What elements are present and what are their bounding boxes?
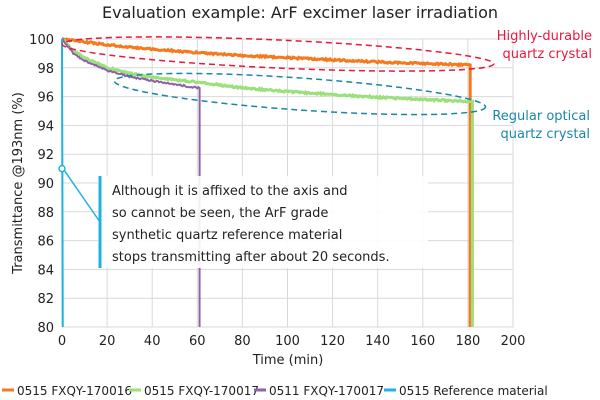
x-tick-label: 180 <box>455 334 480 349</box>
x-tick-label: 120 <box>320 334 345 349</box>
x-tick-label: 160 <box>410 334 435 349</box>
y-tick-label: 94 <box>37 119 54 134</box>
legend-label: 0511 FXQY-170017 <box>269 384 384 398</box>
chart: Evaluation example: ArF excimer laser ir… <box>0 0 600 400</box>
x-axis-label: Time (min) <box>252 353 324 368</box>
legend: 0515 FXQY-170016 0515 FXQY-170017 0511 FXQ… <box>2 384 548 398</box>
y-tick-label: 92 <box>37 148 54 163</box>
series-line-4 <box>62 39 63 327</box>
x-tick-label: 40 <box>144 334 161 349</box>
annotation-highly-durable: Highly-durable quartz crystal <box>497 29 592 62</box>
callout-line <box>63 169 100 222</box>
y-tick-label: 98 <box>37 62 54 77</box>
y-tick-label: 86 <box>37 235 54 250</box>
y-tick-label: 82 <box>37 292 54 307</box>
y-tick-label: 90 <box>37 177 54 192</box>
y-tick-label: 80 <box>37 321 54 336</box>
x-tick-label: 60 <box>189 334 206 349</box>
x-tick-label: 140 <box>365 334 390 349</box>
y-tick-labels: 80 82 84 86 88 90 92 94 96 98 100 <box>29 33 54 336</box>
y-tick-label: 84 <box>37 263 54 278</box>
highly-durable-ellipse <box>62 30 495 78</box>
y-axis-label: Transmittance @193nm (%) <box>11 92 26 275</box>
legend-label: 0515 Reference material <box>399 384 548 398</box>
x-tick-label: 80 <box>234 334 251 349</box>
x-tick-label: 0 <box>58 334 66 349</box>
y-tick-label: 100 <box>29 33 54 48</box>
x-tick-label: 20 <box>99 334 116 349</box>
x-tick-label: 100 <box>275 334 300 349</box>
x-tick-labels: 0 20 40 60 80 100 120 140 160 180 200 <box>58 334 526 349</box>
legend-label: 0515 FXQY-170017 <box>144 384 259 398</box>
chart-title: Evaluation example: ArF excimer laser ir… <box>102 3 498 22</box>
x-tick-label: 200 <box>501 334 526 349</box>
callout-point <box>59 166 65 172</box>
y-tick-label: 96 <box>37 91 54 106</box>
y-tick-label: 88 <box>37 206 54 221</box>
legend-label: 0515 FXQY-170016 <box>17 384 132 398</box>
